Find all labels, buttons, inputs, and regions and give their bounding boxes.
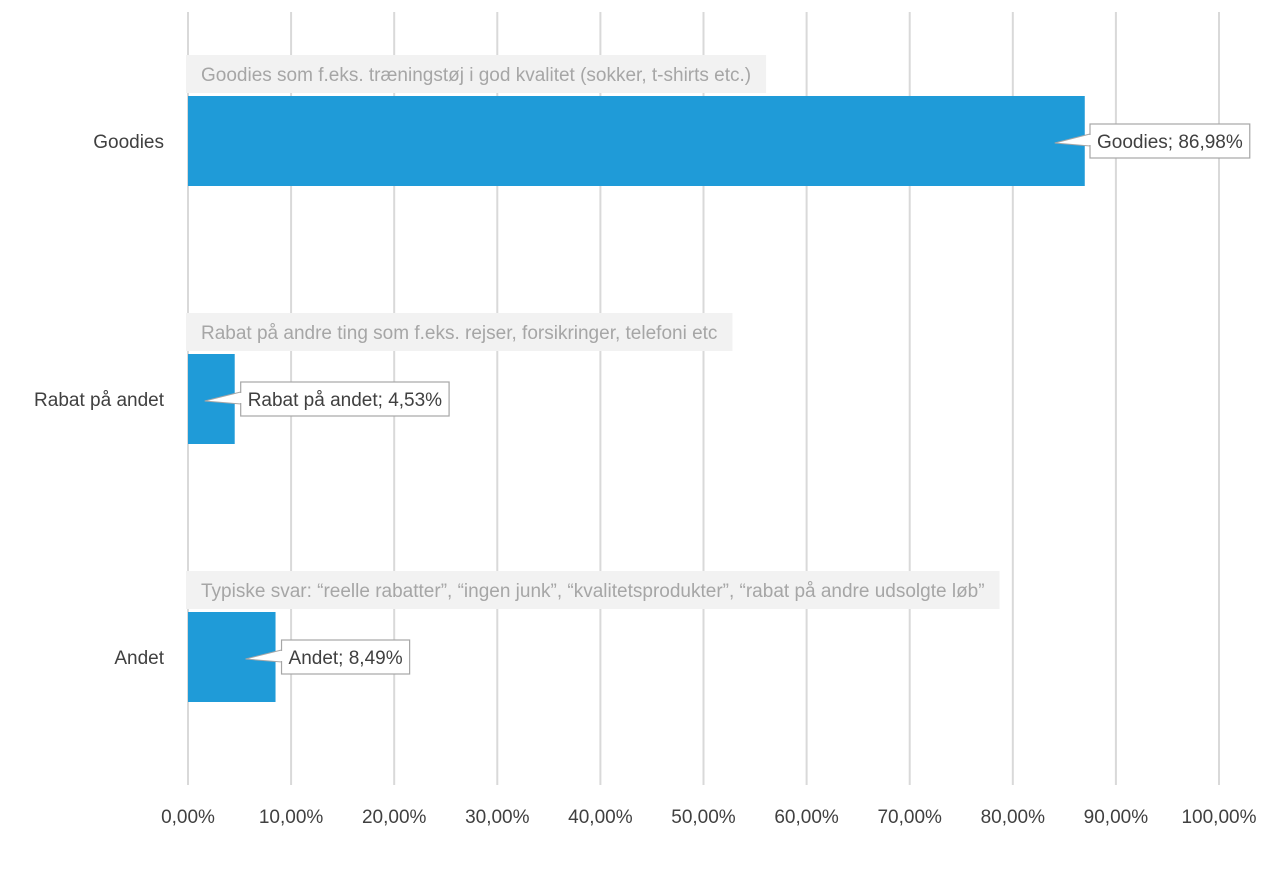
x-tick-label: 50,00% <box>671 807 736 828</box>
data-label-box <box>240 381 450 417</box>
x-tick-label: 90,00% <box>1084 807 1149 828</box>
x-tick-label: 80,00% <box>981 807 1046 828</box>
data-labels: Goodies; 86,98% Rabat på andet; 4,53% Ande… <box>204 123 1251 675</box>
annotation-text: Typiske svar: “reelle rabatter”, “ingen … <box>201 581 985 602</box>
x-tick-label: 70,00% <box>877 807 942 828</box>
x-tick-label: 60,00% <box>774 807 839 828</box>
annotation-box <box>186 313 733 351</box>
data-label: Andet; 8,49% <box>289 648 403 669</box>
x-tick-labels: 0,00% 10,00% 20,00% 30,00% 40,00% 50,00% 60,00… <box>161 807 1257 828</box>
category-label: Rabat på andet <box>34 390 165 411</box>
x-tick-label: 20,00% <box>362 807 427 828</box>
data-label: Rabat på andet; 4,53% <box>248 390 442 411</box>
bar <box>188 96 1085 186</box>
category-label: Andet <box>114 648 164 669</box>
category-labels: Goodies Rabat på andet Andet <box>34 132 165 669</box>
annotation-text: Goodies som f.eks. træningstøj i god kva… <box>201 65 751 86</box>
x-tick-label: 10,00% <box>259 807 324 828</box>
x-tick-label: 40,00% <box>568 807 633 828</box>
annotations: Goodies som f.eks. træningstøj i god kva… <box>186 55 1000 609</box>
data-label: Goodies; 86,98% <box>1097 132 1243 153</box>
category-label: Goodies <box>93 132 164 153</box>
x-tick-label: 0,00% <box>161 807 215 828</box>
data-label-box <box>1089 123 1251 159</box>
annotation-text: Rabat på andre ting som f.eks. rejser, f… <box>201 323 717 344</box>
x-tick-label: 100,00% <box>1181 807 1256 828</box>
annotation-box <box>186 571 1000 609</box>
annotation-box <box>186 55 767 93</box>
x-tick-label: 30,00% <box>465 807 530 828</box>
